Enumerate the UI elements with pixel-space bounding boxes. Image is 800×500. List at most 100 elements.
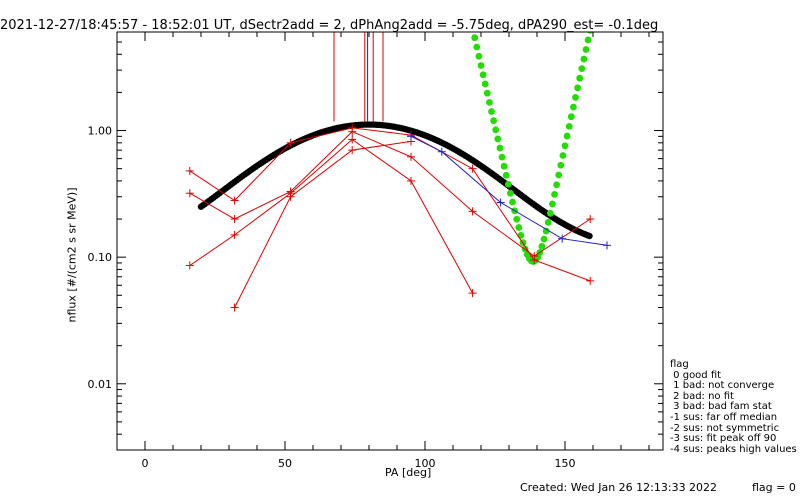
data-point xyxy=(230,303,239,312)
fit-green-dot xyxy=(565,122,573,130)
fit-green-dot xyxy=(563,132,571,140)
data-point xyxy=(185,261,194,270)
data-point xyxy=(230,196,239,205)
legend-item: -1 sus: far off median xyxy=(670,411,778,423)
fit-green-dot xyxy=(509,198,516,206)
y-tick-label: 1.00 xyxy=(88,125,113,138)
fit-green-dot xyxy=(488,108,495,115)
fit-green-dot xyxy=(572,94,579,101)
fit-green-dot xyxy=(490,117,497,125)
fit-green-dot xyxy=(553,181,560,189)
fit-green-dot xyxy=(471,34,479,42)
fit-green-dot xyxy=(483,89,491,97)
fit-green-dot xyxy=(496,144,504,152)
fit-green-dot xyxy=(494,135,502,143)
data-point xyxy=(286,138,295,147)
series-line xyxy=(189,127,591,282)
fit-green-dot xyxy=(473,43,481,51)
fit-green-dot xyxy=(546,209,554,217)
fit-green-dot xyxy=(561,142,569,150)
axes: 0 50 100 150 0.01 0.10 1.00 xyxy=(88,31,664,470)
data-point xyxy=(468,289,477,298)
data-point xyxy=(586,276,595,285)
chart-title: 2021-12-27/18:45:57 - 18:52:01 UT, dSect… xyxy=(0,18,659,33)
data-point xyxy=(286,192,295,201)
fit-green-dot xyxy=(475,52,483,60)
fit-green-dot xyxy=(504,180,512,188)
fit-green-dot xyxy=(538,242,546,250)
fit-green-dot xyxy=(481,80,489,88)
data-point xyxy=(407,176,415,185)
peak-markers xyxy=(333,32,384,122)
legend: flag 0 good fit 1 bad: not converge 2 ba… xyxy=(670,359,797,455)
fit-green-dot xyxy=(559,152,567,159)
fit-green-dot xyxy=(540,235,548,243)
data-point xyxy=(185,166,194,175)
fit-green-dot xyxy=(498,153,506,161)
data-point xyxy=(230,230,239,239)
x-axis-label: PA [deg] xyxy=(385,466,432,479)
fit-green-dot xyxy=(580,55,588,63)
data-point xyxy=(468,207,477,216)
fit-green-dot xyxy=(570,103,577,111)
legend-item: -3 sus: fit peak off 90 xyxy=(670,433,777,445)
data-point xyxy=(348,127,357,136)
fit-green-dot xyxy=(574,84,581,92)
data-point xyxy=(407,152,415,161)
data-point xyxy=(407,132,415,141)
x-tick-label: 100 xyxy=(415,457,436,470)
fit-green-dot xyxy=(500,162,508,170)
fit-green-dot xyxy=(502,171,510,179)
fit-green-dot xyxy=(513,215,521,223)
data-point xyxy=(496,198,505,207)
data-point xyxy=(558,234,567,243)
fit-green-dot xyxy=(507,189,514,197)
fit-curves xyxy=(197,6,594,265)
fit-green-dot xyxy=(486,98,493,106)
series-line xyxy=(189,138,474,294)
x-tick-label: 150 xyxy=(555,457,576,470)
legend-item: 2 bad: no fit xyxy=(670,390,734,402)
flag-value: flag = 0 xyxy=(752,481,796,494)
fit-green-dot xyxy=(549,200,556,208)
fit-black-dot xyxy=(586,232,593,240)
fit-green-dot xyxy=(544,218,552,226)
series-line xyxy=(189,131,591,257)
data-point xyxy=(603,241,611,250)
fit-green-dot xyxy=(584,36,592,44)
x-tick-label: 50 xyxy=(278,457,292,470)
data-point xyxy=(185,189,194,198)
fit-green-dot xyxy=(555,171,563,179)
data-series xyxy=(185,123,611,312)
legend-item: -4 sus: peaks high values xyxy=(670,443,797,455)
y-axis-label: nflux [#/(cm2 s sr MeV)] xyxy=(65,187,79,323)
fit-green-dot xyxy=(557,161,565,169)
fit-green-dot xyxy=(551,190,558,198)
legend-item: 0 good fit xyxy=(670,369,722,381)
legend-item: -2 sus: not symmetric xyxy=(670,422,780,434)
fit-green-dot xyxy=(567,113,575,121)
fit-green-dot xyxy=(517,231,525,239)
fit-green-dot xyxy=(578,65,586,73)
data-point xyxy=(437,147,446,156)
data-point xyxy=(586,215,595,224)
y-tick-label: 0.01 xyxy=(88,378,113,391)
fit-green-dot xyxy=(492,126,500,134)
fit-green-dot xyxy=(477,62,485,69)
series-line xyxy=(234,140,412,308)
fit-green-dot xyxy=(542,227,550,235)
y-tick-label: 0.10 xyxy=(88,251,113,264)
fit-green-dot xyxy=(582,46,590,53)
x-tick-label: 0 xyxy=(142,457,149,470)
fit-green-dot xyxy=(576,74,584,82)
legend-item: 1 bad: not converge xyxy=(670,380,775,392)
legend-item: 3 bad: bad fam stat xyxy=(670,401,772,413)
fit-green-dot xyxy=(515,224,523,231)
fit-green-dot xyxy=(465,6,472,13)
data-point xyxy=(530,252,539,261)
plot-frame xyxy=(116,31,664,451)
data-point xyxy=(230,215,239,224)
created-timestamp: Created: Wed Jan 26 12:13:33 2022 xyxy=(520,481,718,494)
data-point xyxy=(348,135,357,144)
